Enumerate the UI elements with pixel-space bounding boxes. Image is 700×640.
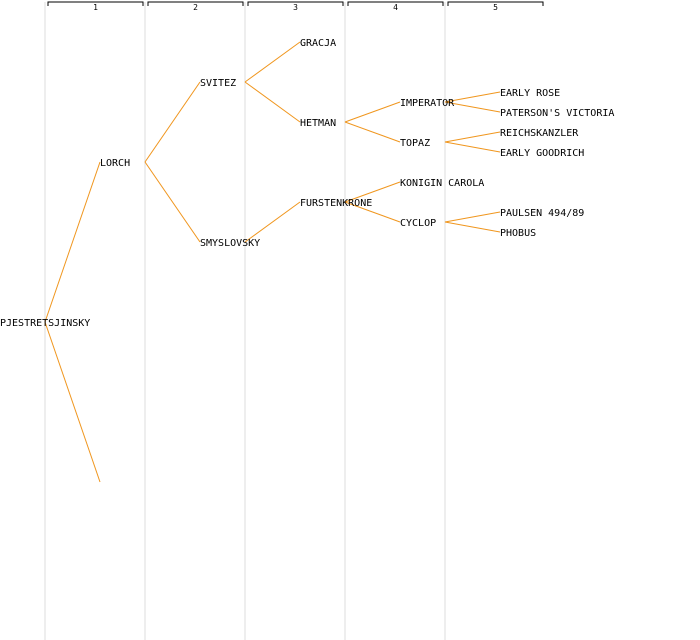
pedigree-ancestor-name: TOPAZ <box>400 138 430 149</box>
pedigree-ancestor-name: HETMAN <box>300 118 336 129</box>
pedigree-edge <box>444 211 501 223</box>
pedigree-edge <box>44 321 101 483</box>
column-header-label: 1 <box>93 3 98 12</box>
pedigree-edge <box>344 181 401 203</box>
column-header-label: 5 <box>493 3 498 12</box>
pedigree-edge <box>444 141 501 153</box>
pedigree-edge <box>244 81 301 123</box>
pedigree-edge <box>244 41 301 83</box>
pedigree-labels: PJESTRETSJINSKY LORCH SVITEZ GRACJA HETMAN IM… <box>0 38 614 329</box>
pedigree-ancestor-name: PATERSON'S VICTORIA <box>500 108 614 119</box>
pedigree-ancestor-name: EARLY ROSE <box>500 88 560 99</box>
pedigree-ancestor-name: EARLY GOODRICH <box>500 148 584 159</box>
column-header-label: 3 <box>293 3 298 12</box>
pedigree-ancestor-name: KONIGIN CAROLA <box>400 178 484 189</box>
column-header-bracket <box>147 1 244 6</box>
column-header-label: 2 <box>193 3 198 12</box>
pedigree-root-name: PJESTRETSJINSKY <box>0 318 90 329</box>
pedigree-ancestor-name: LORCH <box>100 158 130 169</box>
pedigree-edge <box>444 131 501 143</box>
pedigree-ancestor-name: SVITEZ <box>200 78 236 89</box>
pedigree-ancestor-name: REICHSKANZLER <box>500 128 579 139</box>
pedigree-edge <box>344 201 401 223</box>
column-headers: 1 2 3 4 5 <box>47 1 544 12</box>
pedigree-ancestor-name: PAULSEN 494/89 <box>500 208 584 219</box>
column-separators <box>44 2 446 640</box>
pedigree-ancestor-name: PHOBUS <box>500 228 536 239</box>
column-header-label: 4 <box>393 3 398 12</box>
pedigree-edge <box>344 121 401 143</box>
column-header-bracket <box>47 1 144 6</box>
column-header-bracket <box>247 1 344 6</box>
pedigree-ancestor-name: IMPERATOR <box>400 98 455 109</box>
column-header-bracket <box>347 1 444 6</box>
pedigree-edges <box>44 41 501 483</box>
pedigree-edge <box>144 81 201 163</box>
pedigree-edge <box>444 221 501 233</box>
pedigree-ancestor-name: GRACJA <box>300 38 336 49</box>
pedigree-ancestor-name: SMYSLOVSKY <box>200 238 260 249</box>
column-header-bracket <box>447 1 544 6</box>
pedigree-edge <box>244 201 301 243</box>
pedigree-edge <box>444 101 501 113</box>
pedigree-edge <box>144 161 201 243</box>
pedigree-edge <box>444 91 501 103</box>
pedigree-edge <box>44 161 101 323</box>
pedigree-edge <box>344 101 401 123</box>
pedigree-ancestor-name: FURSTENKRONE <box>300 198 372 209</box>
pedigree-ancestor-name: CYCLOP <box>400 218 436 229</box>
